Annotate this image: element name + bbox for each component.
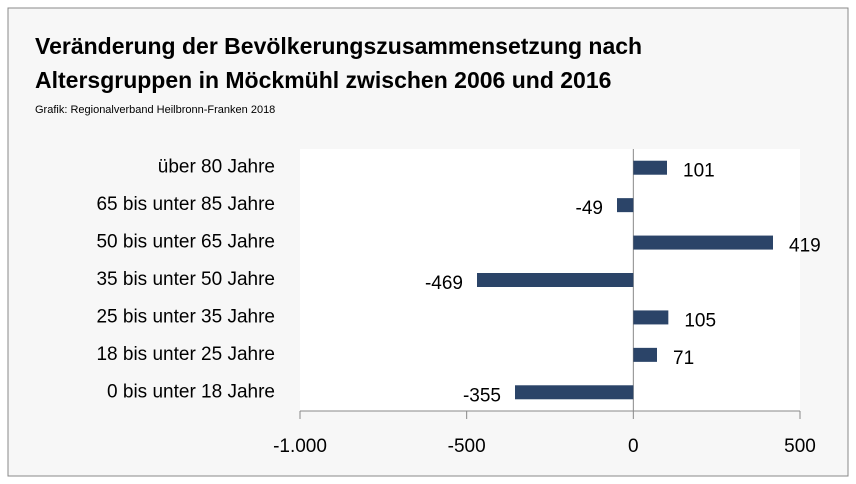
data-label: -355 <box>463 385 501 406</box>
x-tick-label: -1.000 <box>273 436 327 457</box>
y-tick-label: 25 bis unter 35 Jahre <box>96 306 275 327</box>
x-tick-label: -500 <box>448 436 486 457</box>
y-tick-label: 0 bis unter 18 Jahre <box>107 381 275 402</box>
bar <box>515 385 634 400</box>
y-tick-label: 18 bis unter 25 Jahre <box>96 344 275 365</box>
bar <box>633 347 657 362</box>
y-tick-label: über 80 Jahre <box>158 157 275 178</box>
x-tick-label: 0 <box>628 436 639 457</box>
bar <box>633 310 669 325</box>
bar <box>633 235 773 250</box>
x-tick-label: 500 <box>784 436 816 457</box>
data-label: 105 <box>684 310 716 331</box>
y-tick-label: 35 bis unter 50 Jahre <box>96 269 275 290</box>
data-label: -469 <box>425 273 463 294</box>
data-label: -49 <box>576 198 603 219</box>
bar <box>477 273 634 287</box>
data-label: 101 <box>683 161 715 182</box>
data-label: 419 <box>789 236 821 257</box>
bar <box>617 198 634 213</box>
data-label: 71 <box>673 348 694 369</box>
bar <box>633 160 667 175</box>
y-tick-label: 65 bis unter 85 Jahre <box>96 194 275 215</box>
chart-subtitle: Grafik: Regionalverband Heilbronn-Franke… <box>35 104 275 116</box>
chart-title: Altersgruppen in Möckmühl zwischen 2006 … <box>35 67 611 93</box>
y-tick-label: 50 bis unter 65 Jahre <box>96 232 275 253</box>
chart-title: Veränderung der Bevölkerungszusammensetz… <box>35 33 642 59</box>
